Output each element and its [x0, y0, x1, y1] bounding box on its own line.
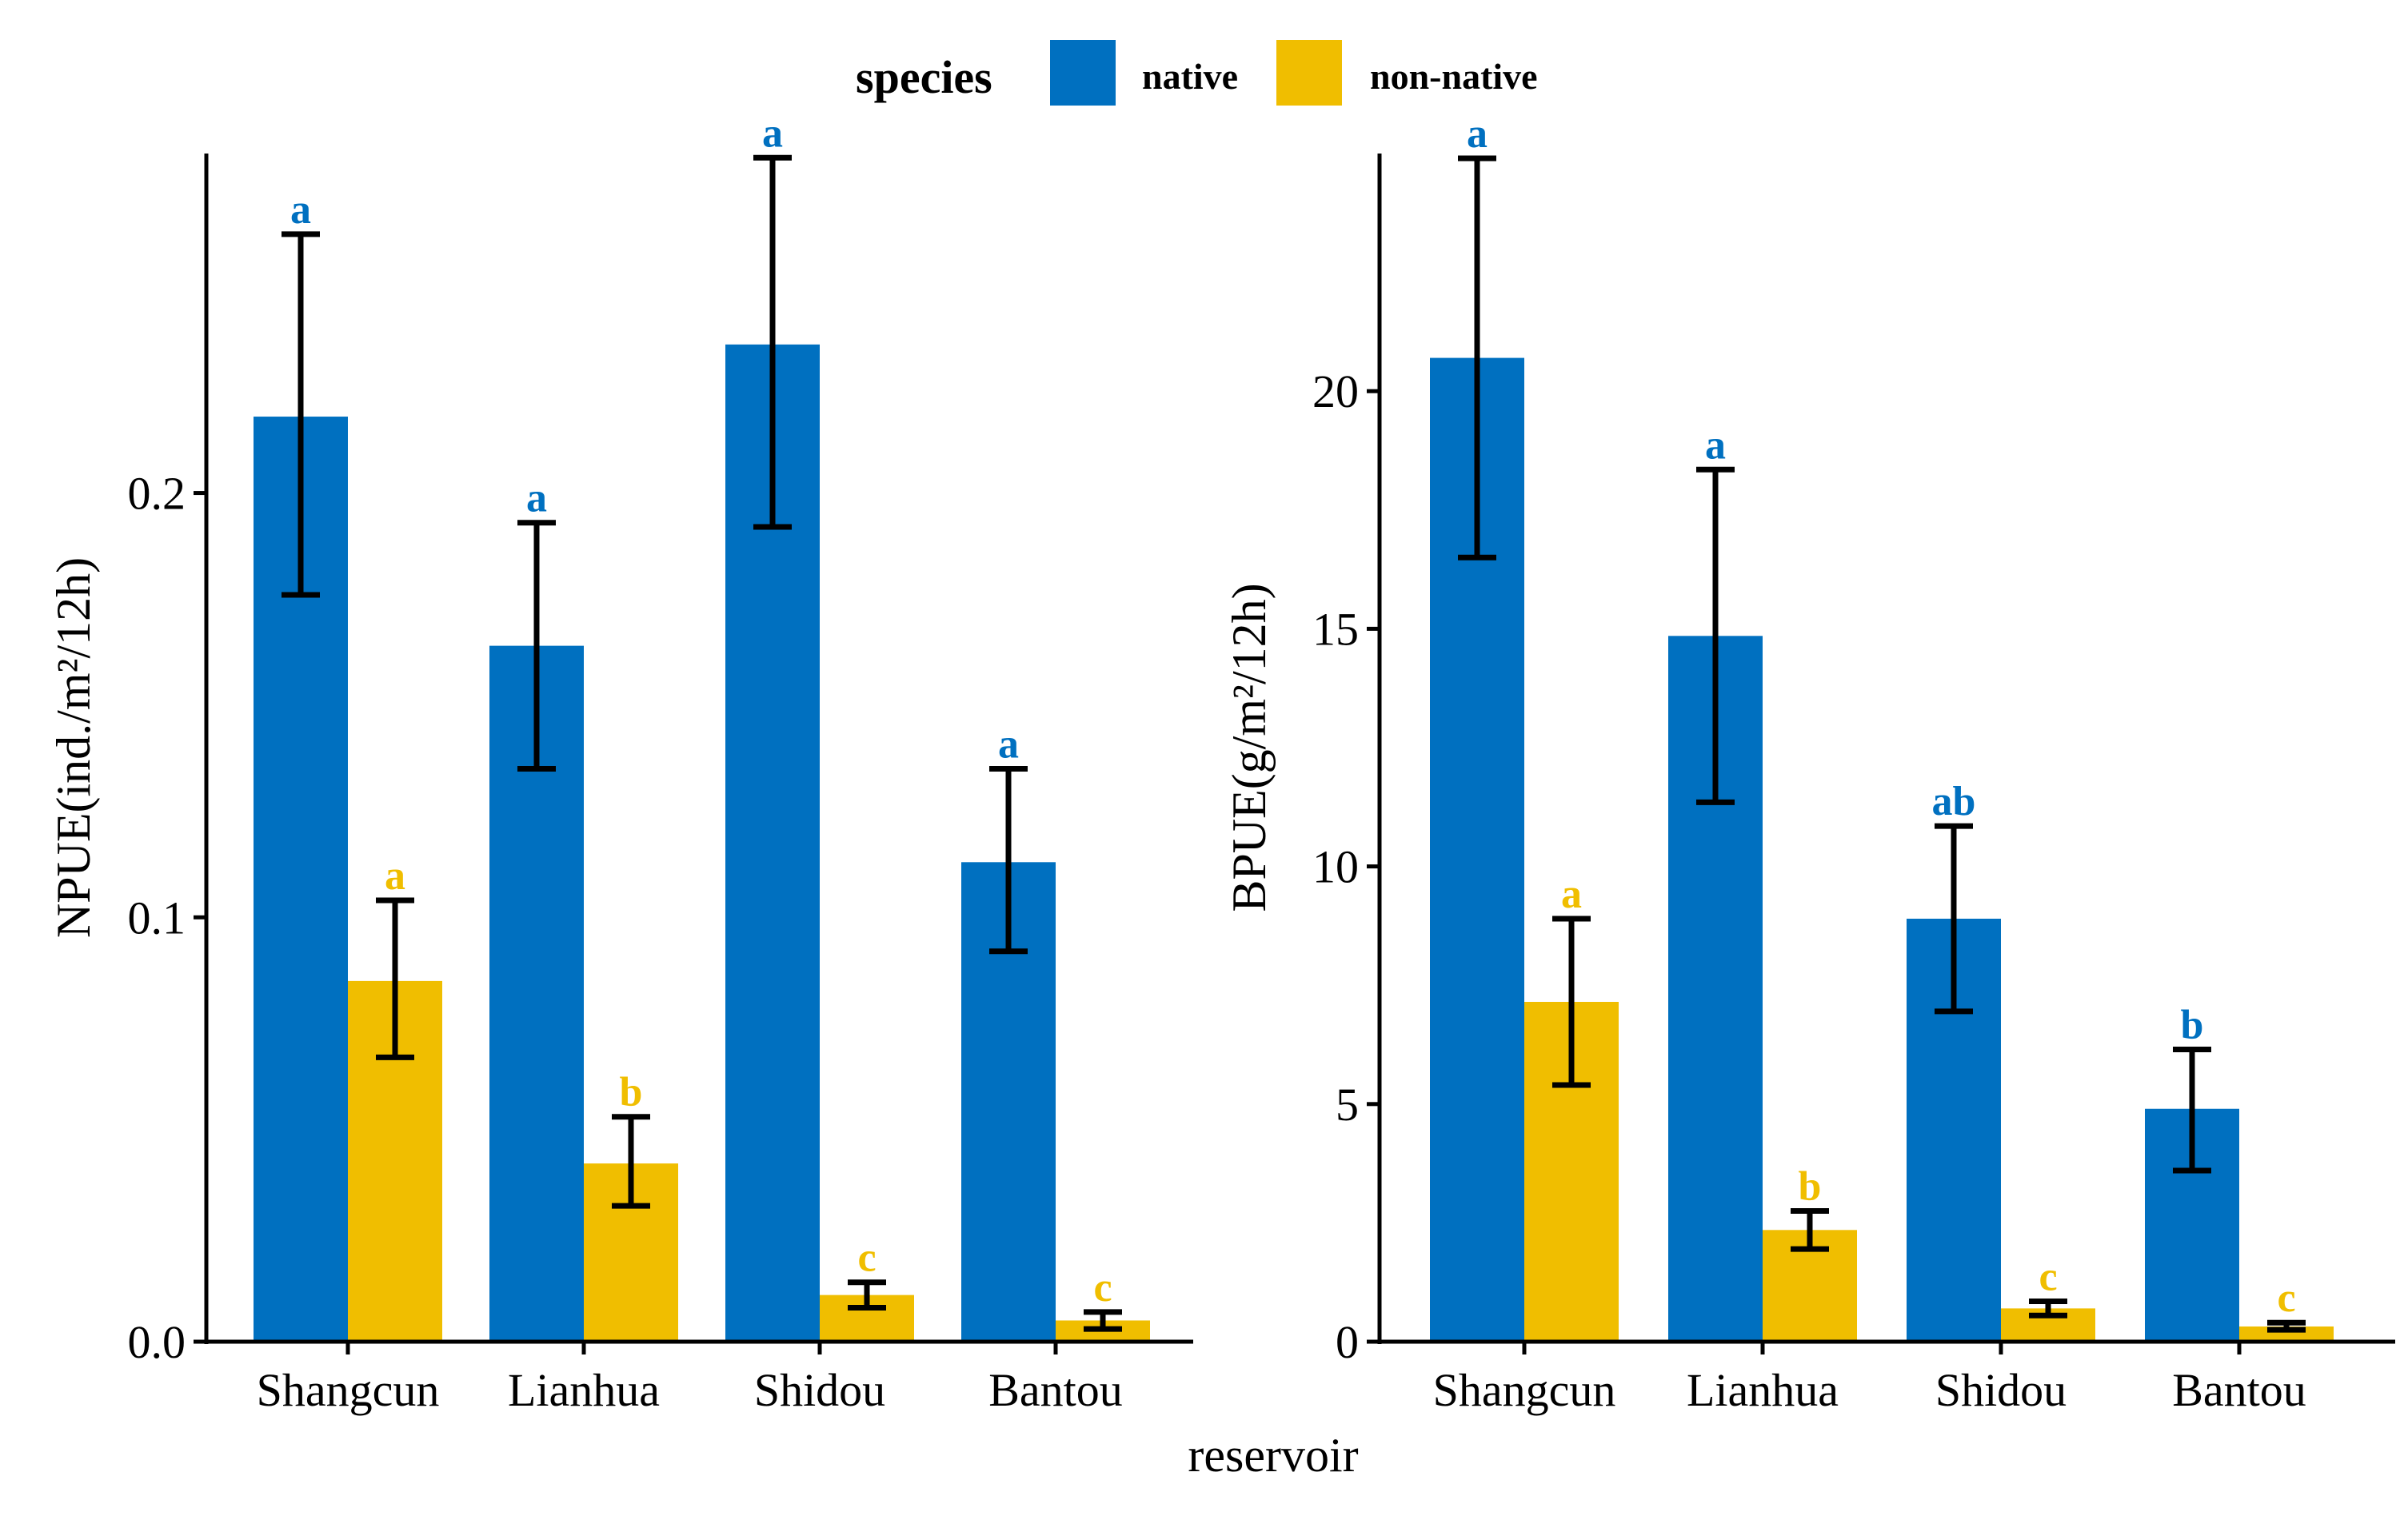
bpue-error-bar-non-native-lianhua — [1791, 1208, 1829, 1252]
bpue-sig-label-native-shidou: ab — [1932, 779, 1976, 824]
bpue-y-tick-label: 10 — [1312, 841, 1359, 893]
bpue-error-bar-native-shidou — [1935, 823, 1973, 1015]
legend-key-non-native — [1276, 40, 1342, 106]
bpue-error-bar-native-bantou — [2173, 1046, 2211, 1174]
bpue-x-tick-label-lianhua: Lianhua — [1687, 1364, 1839, 1416]
bpue-error-bar-non-native-bantou — [2267, 1319, 2306, 1333]
npue-sig-label-non-native-shangcun: a — [385, 853, 405, 899]
npue-error-bar-native-shangcun — [282, 231, 320, 598]
legend: species native non-native — [856, 40, 1538, 106]
npue-error-bar-non-native-bantou — [1084, 1309, 1122, 1332]
npue-error-bar-native-lianhua — [517, 520, 556, 772]
bpue-y-tick-label: 20 — [1312, 365, 1359, 417]
bpue-sig-label-native-bantou: b — [2181, 1002, 2204, 1047]
npue-error-bar-non-native-lianhua — [612, 1114, 650, 1209]
npue-sig-label-native-lianhua: a — [526, 476, 547, 521]
legend-key-native — [1050, 40, 1116, 106]
bpue-sig-label-non-native-lianhua: b — [1799, 1164, 1822, 1210]
npue-x-tick-label-lianhua: Lianhua — [508, 1364, 660, 1416]
npue-sig-label-non-native-lianhua: b — [620, 1070, 643, 1115]
npue-sig-label-non-native-bantou: c — [1093, 1265, 1112, 1311]
npue-x-tick-label-shangcun: Shangcun — [257, 1364, 440, 1416]
npue-error-bar-non-native-shidou — [848, 1279, 886, 1311]
npue-panel: a a a b a c a c 0.0 0.1 0.2 Shangcun Lianhua Shidou Ba… — [47, 110, 1193, 1416]
bpue-bar-non-native-bantou — [2239, 1326, 2334, 1342]
npue-y-tick-label: 0.0 — [128, 1316, 186, 1368]
legend-title: species — [856, 51, 992, 103]
bpue-sig-label-native-lianhua: a — [1705, 422, 1726, 468]
legend-label-native: native — [1142, 56, 1238, 97]
npue-error-bar-native-bantou — [989, 766, 1028, 955]
npue-y-axis-title: NPUE(ind./m²/12h) — [47, 557, 100, 938]
npue-y-tick-label: 0.1 — [128, 892, 186, 944]
bpue-sig-label-non-native-bantou: c — [2277, 1275, 2295, 1321]
bpue-y-tick-label: 5 — [1336, 1079, 1359, 1131]
bpue-x-tick-label-shangcun: Shangcun — [1433, 1364, 1616, 1416]
npue-sig-label-non-native-shidou: c — [857, 1235, 876, 1281]
npue-error-bar-native-shidou — [753, 154, 792, 530]
legend-label-non-native: non-native — [1370, 56, 1538, 97]
bpue-y-axis-title: BPUE(g/m²/12h) — [1223, 583, 1276, 912]
x-axis-title: reservoir — [1188, 1429, 1358, 1482]
npue-sig-label-native-bantou: a — [998, 722, 1019, 768]
bpue-error-bar-non-native-shangcun — [1552, 916, 1591, 1088]
bpue-x-tick-label-bantou: Bantou — [2172, 1364, 2306, 1416]
bpue-error-bar-native-shangcun — [1458, 155, 1496, 561]
bpue-sig-label-non-native-shidou: c — [2039, 1254, 2057, 1299]
bpue-error-bar-native-lianhua — [1696, 466, 1735, 805]
npue-y-tick-label: 0.2 — [128, 468, 186, 520]
bpue-y-tick-label: 15 — [1312, 603, 1359, 655]
bpue-y-tick-label: 0 — [1336, 1316, 1359, 1368]
npue-error-bar-non-native-shangcun — [376, 897, 414, 1060]
bpue-error-bar-non-native-shidou — [2029, 1298, 2067, 1319]
npue-x-tick-label-shidou: Shidou — [754, 1364, 885, 1416]
bpue-sig-label-non-native-shangcun: a — [1561, 872, 1582, 917]
npue-sig-label-native-shangcun: a — [290, 187, 311, 233]
bpue-sig-label-native-shangcun: a — [1467, 111, 1488, 157]
bpue-x-tick-label-shidou: Shidou — [1935, 1364, 2067, 1416]
npue-x-tick-label-bantou: Bantou — [988, 1364, 1123, 1416]
npue-sig-label-native-shidou: a — [762, 110, 783, 156]
